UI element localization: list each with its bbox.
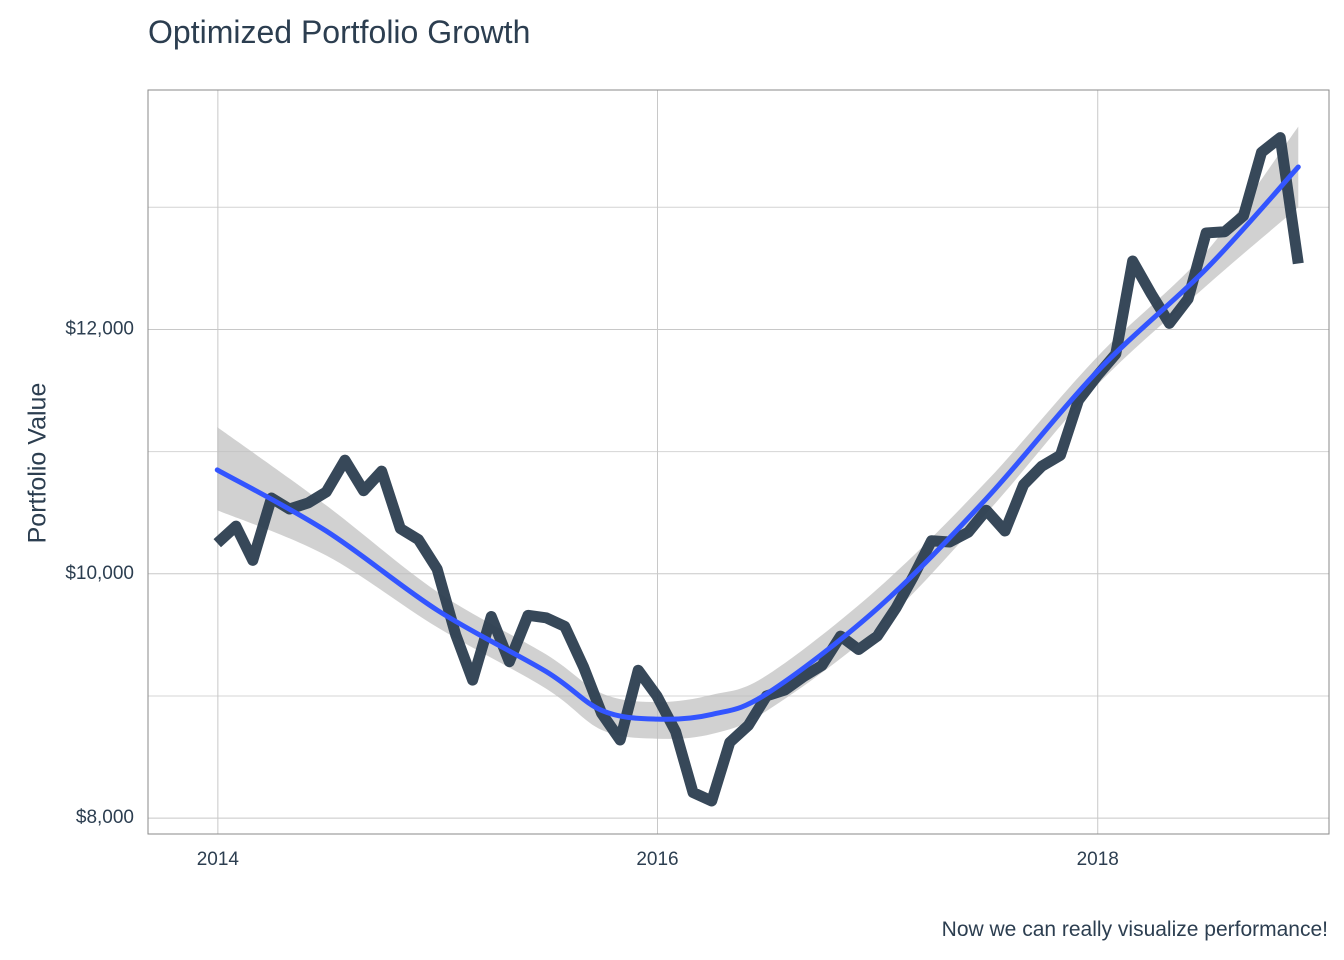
chart-caption: Now we can really visualize performance! [941, 918, 1328, 941]
series-layer [213, 132, 1304, 807]
y-tick-label-2: $12,000 [65, 318, 134, 339]
y-tick-label-0: $8,000 [76, 807, 134, 828]
confidence-band [217, 126, 1299, 739]
x-tick-label-2: 2018 [1077, 849, 1119, 870]
portfolio-value-line [213, 132, 1304, 807]
chart-title: Optimized Portfolio Growth [148, 14, 531, 50]
confidence-band-layer [217, 126, 1299, 739]
y-tick-label-1: $10,000 [65, 563, 134, 584]
axis-layer: $8,000 $10,000 $12,000 2014 2016 2018 [65, 89, 1330, 870]
x-tick-label-1: 2016 [636, 849, 678, 870]
trend-line [214, 164, 1301, 722]
plot-panel-border [147, 89, 1330, 835]
x-tick-label-0: 2014 [197, 849, 240, 870]
